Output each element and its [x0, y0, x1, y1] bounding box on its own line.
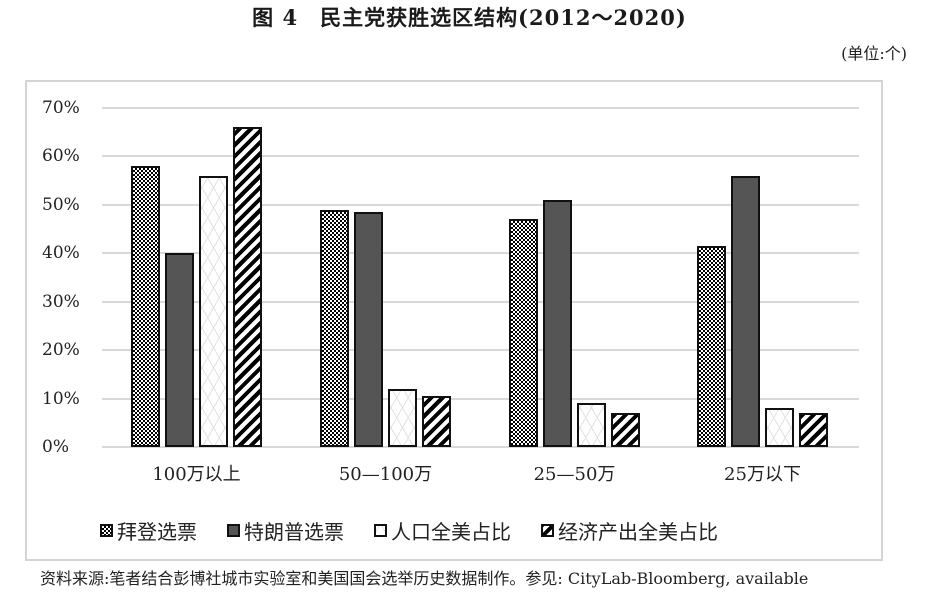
bar — [543, 200, 572, 447]
legend-label: 拜登选票 — [117, 520, 197, 544]
legend: 拜登选票 特朗普选票 人口全美占比 经济产出全美占比 — [100, 516, 820, 545]
y-tick-label: 30% — [42, 291, 80, 312]
bar — [577, 403, 606, 447]
legend-item-biden: 拜登选票 — [100, 516, 197, 545]
gridline — [102, 107, 859, 109]
gridline — [102, 300, 859, 303]
bar — [731, 175, 760, 447]
x-category-label: 100万以上 — [152, 464, 241, 485]
checker-swatch-icon — [100, 524, 113, 537]
bar — [509, 219, 538, 447]
legend-label: 经济产出全美占比 — [558, 520, 718, 544]
stripe-swatch-icon — [541, 524, 554, 537]
y-tick-label: 0% — [42, 437, 69, 457]
chart-title: 图 4 民主党获胜选区结构(2012～2020) — [252, 5, 687, 30]
gridline — [102, 155, 859, 158]
legend-item-population: 人口全美占比 — [374, 516, 511, 545]
gridline — [102, 349, 859, 352]
unit-label: (单位:个) — [841, 44, 907, 63]
bar — [611, 413, 640, 447]
y-tick-label: 20% — [42, 340, 80, 361]
gridline — [102, 203, 859, 206]
source-note: 资料来源:笔者结合彭博社城市实验室和美国国会选举历史数据制作。参见: CityL… — [40, 569, 809, 588]
gridline — [102, 252, 859, 255]
bar — [233, 127, 262, 447]
bar — [697, 246, 726, 447]
gridline — [102, 397, 859, 400]
legend-item-trump: 特朗普选票 — [227, 516, 344, 545]
y-tick-label: 70% — [42, 98, 80, 118]
bar — [422, 396, 451, 447]
bar — [199, 175, 228, 447]
bar — [388, 388, 417, 447]
x-category-label: 25万以下 — [724, 464, 801, 485]
y-tick-label: 60% — [42, 146, 80, 167]
legend-label: 人口全美占比 — [391, 520, 511, 544]
bar — [131, 166, 160, 447]
bar — [320, 209, 349, 447]
bar — [354, 212, 383, 447]
x-category-label: 25—50万 — [533, 464, 616, 485]
gridline — [102, 446, 859, 448]
bar — [799, 413, 828, 447]
solid-swatch-icon — [227, 524, 240, 537]
legend-item-economy: 经济产出全美占比 — [541, 516, 718, 545]
y-tick-label: 50% — [42, 194, 80, 215]
legend-label: 特朗普选票 — [244, 520, 344, 544]
x-category-label: 50—100万 — [338, 464, 433, 485]
bar — [165, 253, 194, 447]
lattice-swatch-icon — [374, 524, 387, 537]
bar — [765, 408, 794, 447]
y-tick-label: 40% — [42, 243, 80, 264]
y-tick-label: 10% — [42, 388, 80, 409]
